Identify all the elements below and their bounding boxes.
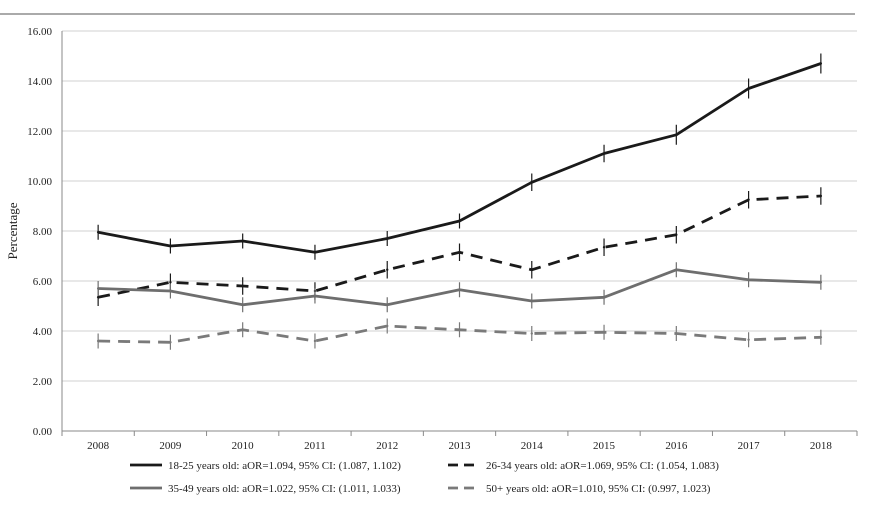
data-point bbox=[386, 324, 389, 328]
data-point bbox=[602, 152, 606, 155]
data-point bbox=[313, 339, 317, 343]
data-point bbox=[458, 288, 461, 291]
data-point bbox=[169, 341, 172, 344]
data-point bbox=[313, 251, 317, 254]
data-point bbox=[386, 268, 389, 271]
data-point bbox=[241, 303, 244, 306]
y-tick-label: 12.00 bbox=[27, 126, 52, 138]
data-point bbox=[241, 284, 244, 288]
y-tick-label: 2.00 bbox=[33, 376, 53, 388]
data-point bbox=[241, 239, 244, 243]
data-point bbox=[96, 296, 100, 299]
data-point bbox=[675, 233, 678, 236]
data-point bbox=[169, 289, 172, 293]
data-point bbox=[96, 287, 100, 290]
legend-label-4: 50+ years old: aOR=1.010, 95% CI: (0.997… bbox=[486, 483, 711, 495]
x-tick-label: 2014 bbox=[521, 440, 544, 452]
data-point bbox=[747, 338, 750, 341]
y-tick-label: 6.00 bbox=[33, 276, 53, 288]
data-point bbox=[602, 246, 606, 249]
x-tick-label: 2016 bbox=[665, 440, 688, 452]
x-tick-label: 2013 bbox=[449, 440, 472, 452]
series-group bbox=[97, 62, 822, 344]
x-tick-label: 2015 bbox=[593, 440, 616, 452]
data-point bbox=[819, 194, 823, 198]
y-tick-label: 10.00 bbox=[27, 176, 52, 188]
legend-label-2: 26-34 years old: aOR=1.069, 95% CI: (1.0… bbox=[486, 460, 719, 472]
data-point bbox=[96, 339, 100, 343]
data-point bbox=[747, 198, 750, 201]
data-point bbox=[313, 294, 317, 298]
data-point bbox=[169, 281, 172, 284]
data-point bbox=[530, 332, 533, 335]
data-point bbox=[675, 268, 678, 271]
error-bars bbox=[96, 53, 823, 350]
y-tick-label: 8.00 bbox=[33, 226, 53, 238]
data-point bbox=[675, 332, 678, 335]
data-point bbox=[819, 281, 823, 284]
y-tick-label: 16.00 bbox=[27, 26, 52, 38]
data-point bbox=[458, 328, 461, 331]
data-point bbox=[386, 237, 389, 240]
data-point bbox=[602, 331, 606, 334]
data-point bbox=[458, 251, 461, 254]
y-tick-label: 4.00 bbox=[33, 326, 53, 338]
legend-label-1: 18-25 years old: aOR=1.094, 95% CI: (1.0… bbox=[168, 460, 401, 472]
y-tick-label: 0.00 bbox=[33, 426, 53, 438]
grid-lines bbox=[62, 30, 857, 432]
data-point bbox=[530, 299, 533, 303]
legend: 18-25 years old: aOR=1.094, 95% CI: (1.0… bbox=[130, 460, 719, 495]
axes: 0.00 2.00 4.00 6.00 8.00 10.00 12.00 14.00 16.00… bbox=[27, 26, 858, 452]
data-point bbox=[747, 278, 750, 281]
data-point bbox=[819, 62, 823, 65]
data-point bbox=[747, 87, 750, 90]
x-tick-label: 2010 bbox=[232, 440, 255, 452]
x-tick-label: 2012 bbox=[376, 440, 398, 452]
y-tick-label: 14.00 bbox=[27, 76, 52, 88]
y-axis-title: Percentage bbox=[5, 202, 20, 259]
data-point bbox=[241, 328, 244, 331]
data-point bbox=[602, 296, 606, 299]
x-tick-label: 2017 bbox=[738, 440, 761, 452]
x-tick-label: 2018 bbox=[810, 440, 833, 452]
x-tick-label: 2008 bbox=[87, 440, 110, 452]
data-point bbox=[530, 181, 533, 184]
data-point bbox=[386, 303, 389, 306]
data-point bbox=[530, 268, 533, 271]
data-point bbox=[169, 244, 172, 248]
data-point bbox=[819, 336, 823, 339]
data-point bbox=[675, 133, 678, 136]
legend-label-3: 35-49 years old: aOR=1.022, 95% CI: (1.0… bbox=[168, 483, 401, 495]
x-tick-label: 2011 bbox=[304, 440, 326, 452]
data-point bbox=[96, 231, 100, 234]
data-point bbox=[458, 219, 461, 223]
x-tick-label: 2009 bbox=[159, 440, 182, 452]
